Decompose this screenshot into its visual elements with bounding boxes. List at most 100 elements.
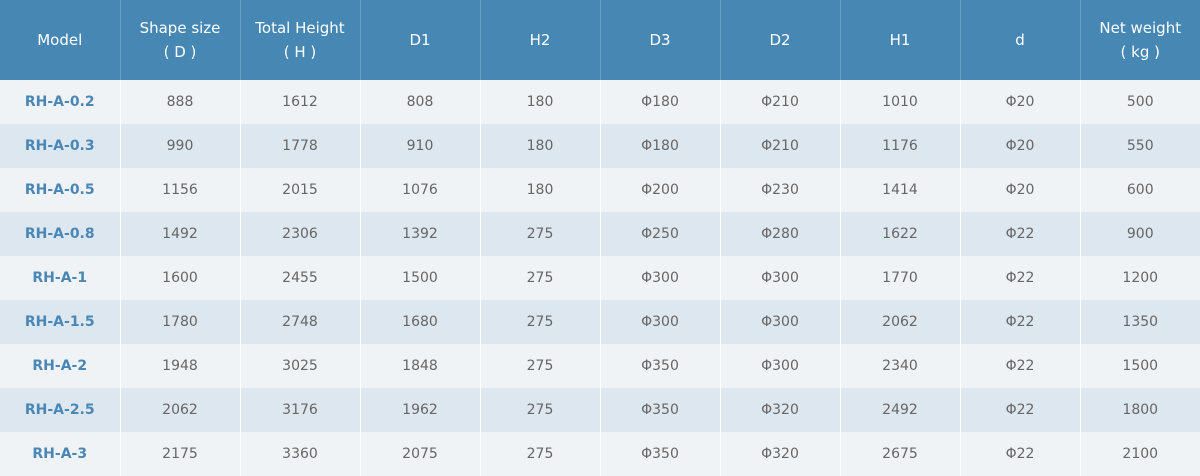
table-row: RH-A-2 1948 3025 1848 275 Φ350 Φ300 2340 Φ22 1500 (0, 344, 1200, 388)
model-cell: RH-A-0.2 (0, 80, 121, 124)
table-cell: Φ180 (600, 80, 721, 124)
table-cell: 275 (480, 300, 601, 344)
table-cell: 275 (480, 256, 601, 300)
model-cell: RH-A-3 (0, 432, 121, 476)
table-cell: 1500 (360, 256, 481, 300)
table-cell: 808 (360, 80, 481, 124)
model-cell: RH-A-1 (0, 256, 121, 300)
table-cell: Φ350 (600, 344, 721, 388)
table-cell: 990 (120, 124, 241, 168)
table-cell: Φ320 (720, 388, 841, 432)
table-cell: 550 (1080, 124, 1200, 168)
table-cell: Φ200 (600, 168, 721, 212)
table-cell: 2175 (120, 432, 241, 476)
table-cell: Φ210 (720, 80, 841, 124)
table-cell: 3360 (240, 432, 361, 476)
header-label: Total Height (255, 19, 345, 37)
table-body: RH-A-0.2 888 1612 808 180 Φ180 Φ210 1010 Φ20 500 R… (0, 80, 1200, 476)
header-label: D2 (769, 31, 791, 49)
header-label: Net weight (1099, 19, 1182, 37)
table-cell: 1680 (360, 300, 481, 344)
header-unit: ( H ) (283, 43, 317, 61)
table-cell: 1492 (120, 212, 241, 256)
table-cell: Φ22 (960, 300, 1081, 344)
column-header: D2 (720, 0, 841, 80)
header-label: Shape size (139, 19, 221, 37)
header-unit: ( kg ) (1120, 43, 1160, 61)
header-label: H1 (889, 31, 911, 49)
table-row: RH-A-2.5 2062 3176 1962 275 Φ350 Φ320 2492 Φ22 18… (0, 388, 1200, 432)
table-cell: 3176 (240, 388, 361, 432)
table-cell: Φ300 (720, 300, 841, 344)
table-cell: 1010 (840, 80, 961, 124)
table-cell: 1500 (1080, 344, 1200, 388)
table-cell: 910 (360, 124, 481, 168)
table-cell: 1156 (120, 168, 241, 212)
table-cell: Φ280 (720, 212, 841, 256)
table-cell: 2306 (240, 212, 361, 256)
column-header: H1 (840, 0, 961, 80)
table-cell: Φ22 (960, 256, 1081, 300)
table-cell: 275 (480, 212, 601, 256)
column-header: D3 (600, 0, 721, 80)
model-cell: RH-A-2 (0, 344, 121, 388)
table-cell: 1200 (1080, 256, 1200, 300)
header-label: Model (37, 31, 83, 49)
table-cell: 1770 (840, 256, 961, 300)
table-cell: 1392 (360, 212, 481, 256)
table-cell: 900 (1080, 212, 1200, 256)
table-cell: 1962 (360, 388, 481, 432)
model-cell: RH-A-0.3 (0, 124, 121, 168)
table-cell: Φ300 (720, 256, 841, 300)
table-cell: 3025 (240, 344, 361, 388)
table-cell: Φ350 (600, 432, 721, 476)
header-label: H2 (529, 31, 551, 49)
table-row: RH-A-1 1600 2455 1500 275 Φ300 Φ300 1770 Φ22 1200 (0, 256, 1200, 300)
table-cell: 1948 (120, 344, 241, 388)
table-row: RH-A-1.5 1780 2748 1680 275 Φ300 Φ300 2062 Φ22 13… (0, 300, 1200, 344)
model-cell: RH-A-0.8 (0, 212, 121, 256)
table-cell: Φ20 (960, 80, 1081, 124)
table-cell: 2455 (240, 256, 361, 300)
header-row: Model Shape size ( D ) Total Height ( H ) D1 H… (0, 0, 1200, 80)
column-header: Model (0, 0, 121, 80)
table-cell: Φ22 (960, 212, 1081, 256)
table-cell: 275 (480, 432, 601, 476)
table-cell: Φ300 (600, 300, 721, 344)
table-cell: 2062 (840, 300, 961, 344)
table-cell: Φ180 (600, 124, 721, 168)
table-cell: Φ350 (600, 388, 721, 432)
model-cell: RH-A-1.5 (0, 300, 121, 344)
table-cell: 1414 (840, 168, 961, 212)
table-cell: Φ22 (960, 388, 1081, 432)
table-cell: Φ210 (720, 124, 841, 168)
table-cell: 888 (120, 80, 241, 124)
table-cell: Φ320 (720, 432, 841, 476)
table-row: RH-A-0.2 888 1612 808 180 Φ180 Φ210 1010 Φ20 500 (0, 80, 1200, 124)
table-cell: 180 (480, 80, 601, 124)
column-header: Total Height ( H ) (240, 0, 361, 80)
table-cell: 600 (1080, 168, 1200, 212)
table-cell: Φ22 (960, 344, 1081, 388)
header-label: D3 (649, 31, 671, 49)
model-cell: RH-A-2.5 (0, 388, 121, 432)
table-cell: 180 (480, 124, 601, 168)
table-cell: Φ20 (960, 168, 1081, 212)
table-cell: 1622 (840, 212, 961, 256)
table-cell: 2748 (240, 300, 361, 344)
header-label: d (1015, 31, 1025, 49)
table-cell: 1800 (1080, 388, 1200, 432)
table-row: RH-A-0.8 1492 2306 1392 275 Φ250 Φ280 1622 Φ22 90… (0, 212, 1200, 256)
table-cell: 2340 (840, 344, 961, 388)
table-cell: 180 (480, 168, 601, 212)
table-cell: 1350 (1080, 300, 1200, 344)
table-cell: 275 (480, 344, 601, 388)
column-header: D1 (360, 0, 481, 80)
table-cell: 1076 (360, 168, 481, 212)
column-header: Net weight ( kg ) (1080, 0, 1200, 80)
table-cell: 2675 (840, 432, 961, 476)
table-cell: Φ230 (720, 168, 841, 212)
table-cell: 2100 (1080, 432, 1200, 476)
table-cell: 1600 (120, 256, 241, 300)
